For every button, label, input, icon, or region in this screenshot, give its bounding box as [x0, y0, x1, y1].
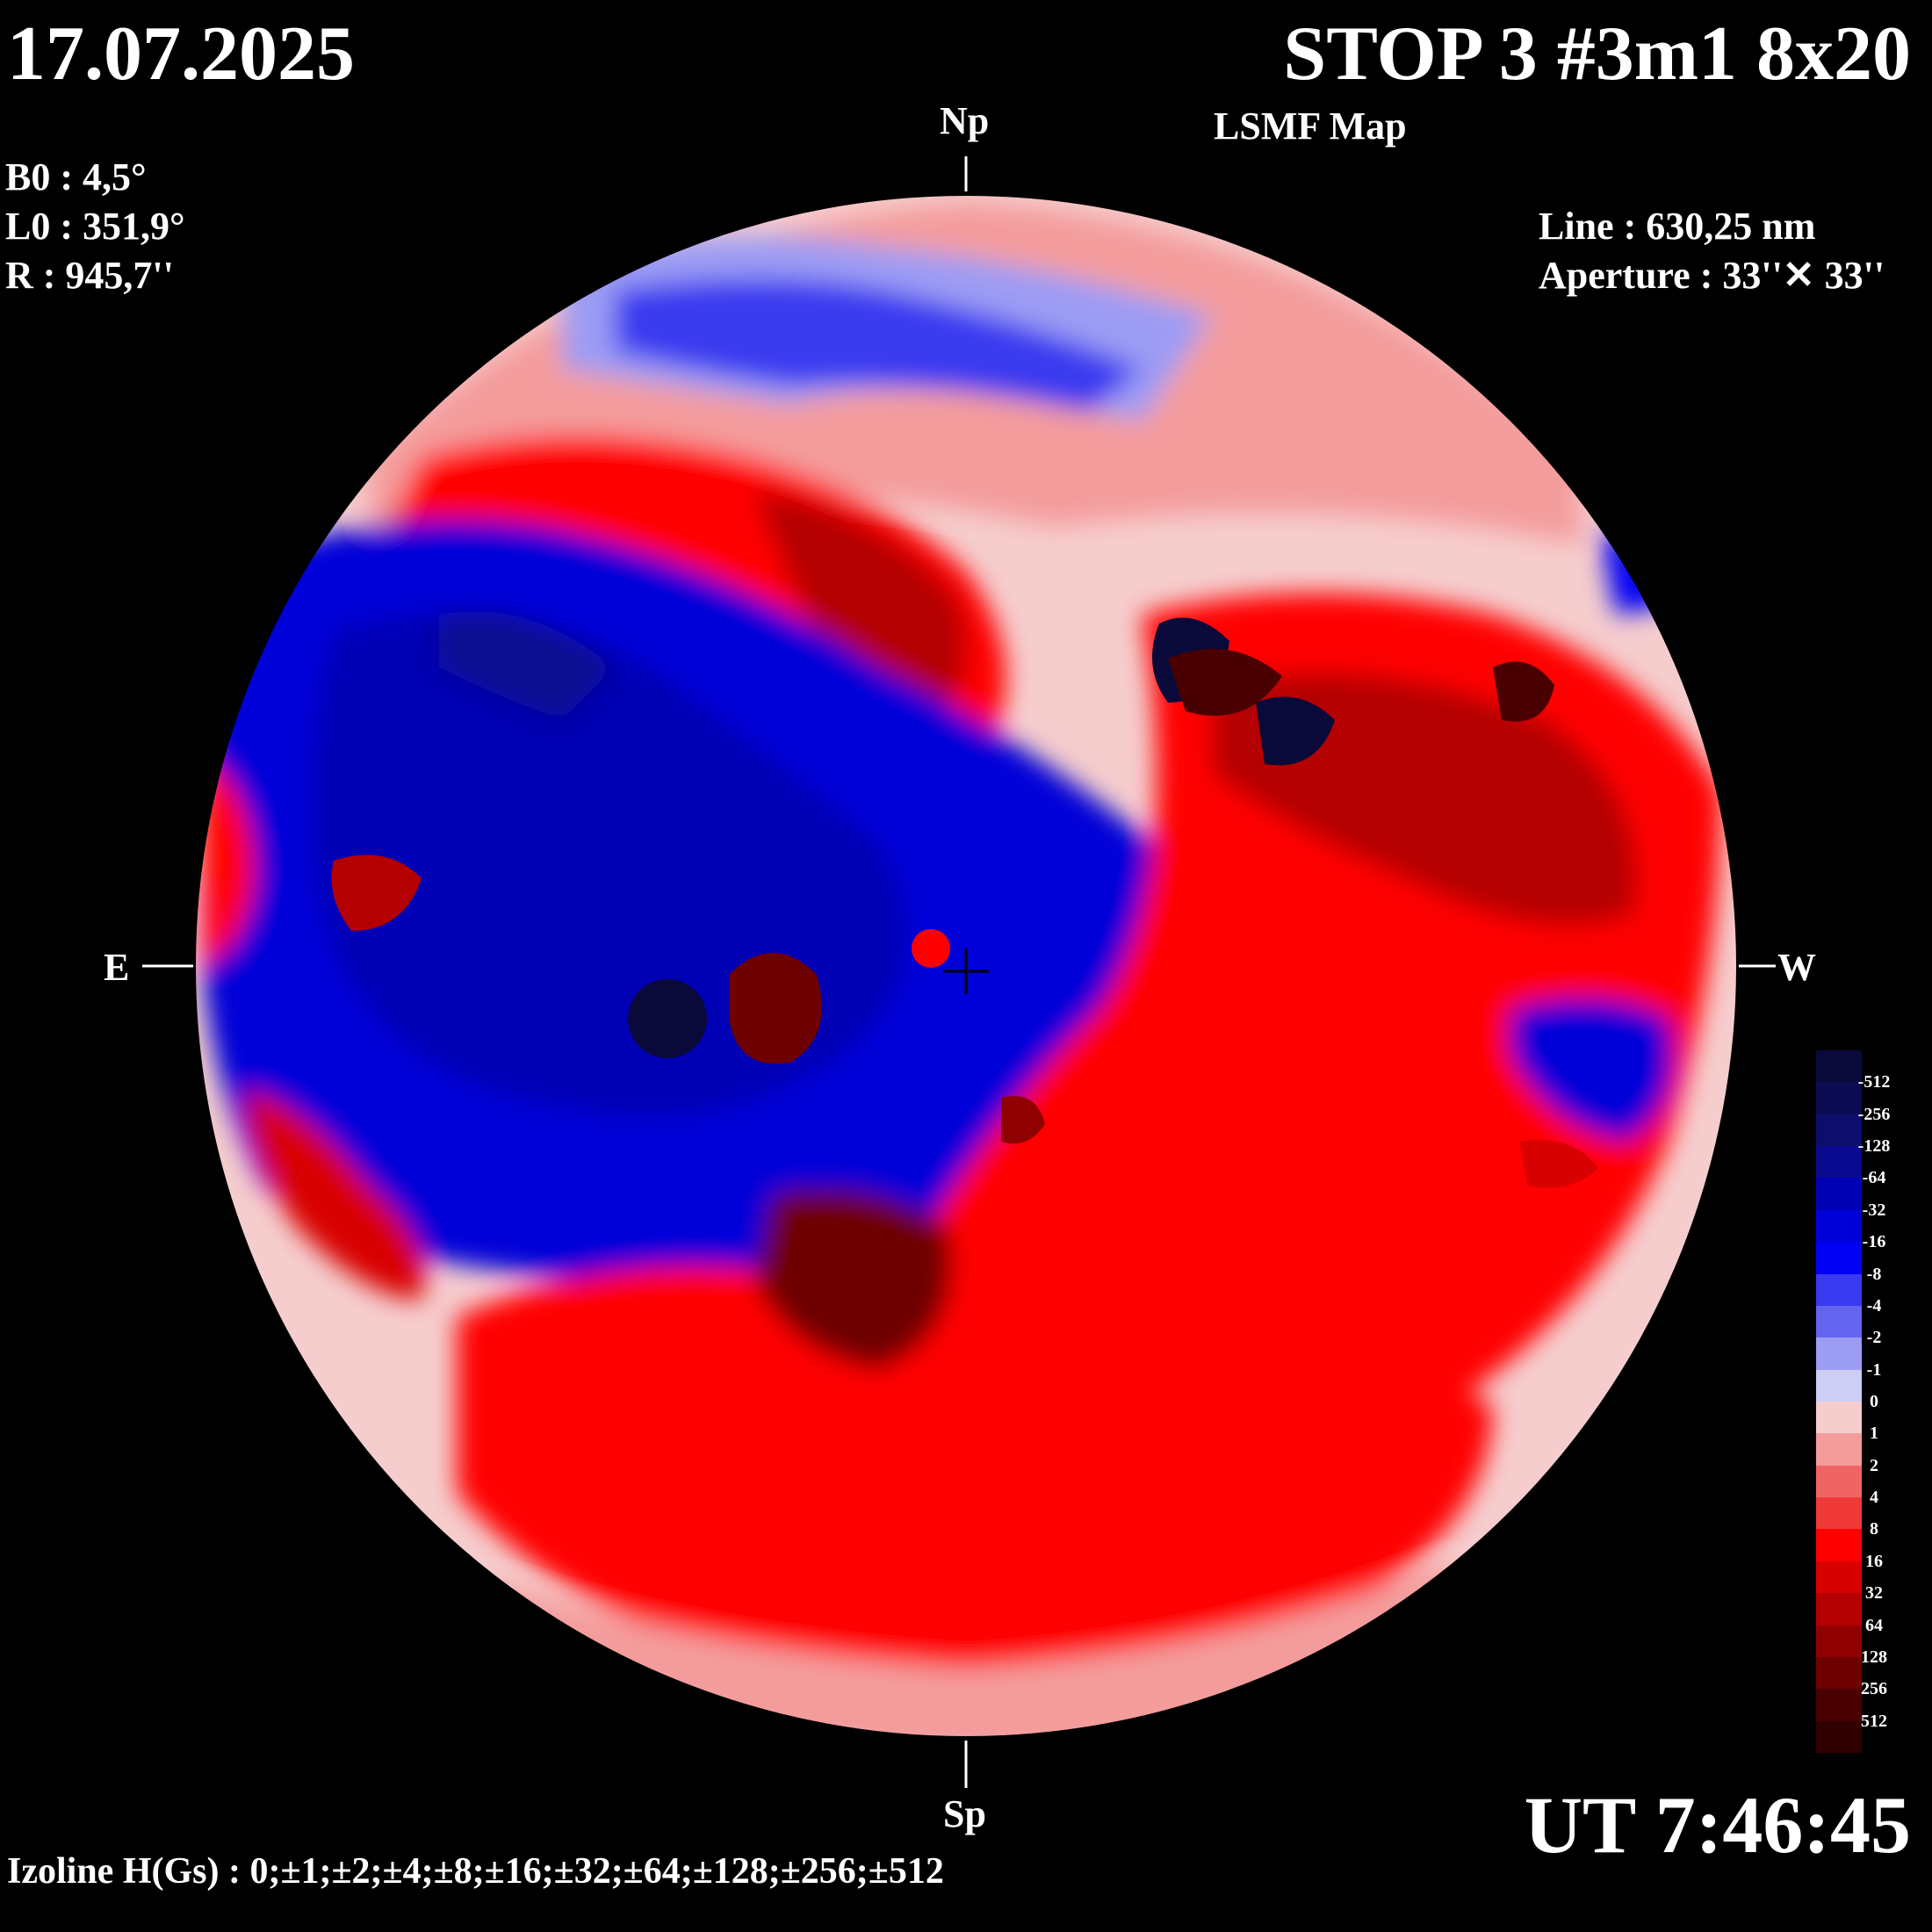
color-scale-cell	[1816, 1465, 1862, 1498]
color-scale-cell	[1816, 1209, 1862, 1243]
color-scale-label: 32	[1865, 1583, 1883, 1604]
color-scale-label: 0	[1870, 1392, 1878, 1411]
observation-date: 17.07.2025	[7, 11, 355, 97]
color-scale-label: 16	[1865, 1551, 1883, 1571]
south-pole-label: Sp	[943, 1792, 986, 1835]
color-scale-cell	[1816, 1497, 1862, 1530]
color-scale-cell	[1816, 1082, 1862, 1115]
color-scale-cell	[1816, 1656, 1862, 1690]
color-scale-label: -32	[1862, 1200, 1886, 1220]
b0-value: B0 : 4,5°	[5, 155, 147, 198]
color-scale-cell	[1816, 1050, 1862, 1083]
color-scale-cell	[1816, 1114, 1862, 1147]
color-scale-cell	[1816, 1689, 1862, 1722]
north-pole-label: Np	[940, 99, 990, 142]
disk-outline	[194, 194, 1738, 1738]
color-scale-cell	[1816, 1337, 1862, 1371]
color-scale-label: 512	[1861, 1711, 1887, 1731]
color-scale-cell	[1816, 1242, 1862, 1275]
color-scale-label: -1	[1866, 1359, 1882, 1380]
color-scale-cell	[1816, 1433, 1862, 1467]
color-scale-cell	[1816, 1529, 1862, 1562]
color-scale-label: -256	[1857, 1104, 1891, 1124]
color-scale-label: -4	[1866, 1295, 1882, 1316]
color-scale-label: -128	[1857, 1136, 1891, 1157]
ut-time: UT 7:46:45	[1524, 1780, 1911, 1870]
color-scale-cell	[1816, 1273, 1862, 1307]
color-scale-label: 2	[1870, 1455, 1878, 1475]
map-subtitle: LSMF Map	[1214, 105, 1407, 148]
color-scale-cell	[1816, 1625, 1862, 1658]
map-title: STOP 3 #3m1 8x20	[1283, 11, 1911, 97]
color-scale-label: 64	[1865, 1615, 1883, 1635]
color-scale-cell	[1816, 1720, 1862, 1754]
active-regions	[331, 617, 1598, 1188]
color-scale-label: -512	[1857, 1072, 1891, 1092]
color-scale-label: -16	[1862, 1232, 1886, 1252]
color-scale-label: -2	[1866, 1328, 1882, 1348]
color-scale-cell	[1816, 1561, 1862, 1594]
color-scale-label: 1	[1870, 1424, 1878, 1444]
color-scale-cell	[1816, 1146, 1862, 1179]
west-label: W	[1777, 946, 1816, 989]
color-scale-cell	[1816, 1178, 1862, 1211]
l0-value: L0 : 351,9°	[5, 205, 185, 248]
color-scale-cell	[1816, 1593, 1862, 1626]
color-scale-bar	[1816, 1050, 1862, 1754]
color-scale-cell	[1816, 1369, 1862, 1402]
aperture: Aperture : 33''✕ 33''	[1539, 254, 1885, 297]
east-label: E	[104, 946, 130, 989]
spectral-line: Line : 630,25 nm	[1539, 205, 1816, 248]
center-crosshair-icon	[943, 948, 989, 994]
color-scale-label: 256	[1861, 1679, 1887, 1699]
color-scale-label: 128	[1861, 1647, 1887, 1667]
izoline-legend: Izoline H(Gs) : 0;±1;±2;±4;±8;±16;±32;±6…	[7, 1851, 944, 1892]
color-scale-label: 8	[1870, 1519, 1878, 1539]
color-scale-label: 4	[1870, 1488, 1878, 1508]
color-scale-label: -64	[1862, 1168, 1886, 1188]
radius-value: R : 945,7''	[5, 254, 174, 297]
color-scale-label: -8	[1866, 1264, 1882, 1284]
solar-disk	[195, 195, 1737, 1737]
color-scale-cell	[1816, 1305, 1862, 1338]
color-scale-cell	[1816, 1402, 1862, 1434]
